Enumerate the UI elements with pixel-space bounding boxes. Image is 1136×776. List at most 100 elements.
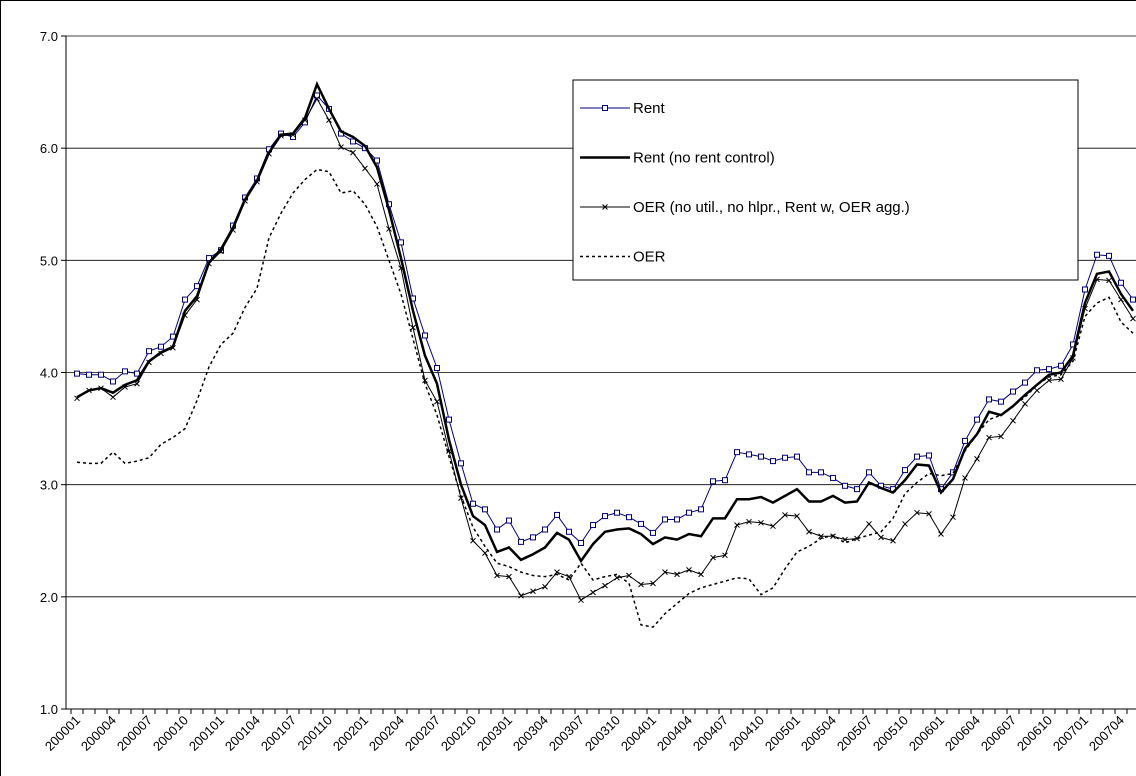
marker bbox=[158, 350, 164, 357]
x-tick-label: 200607 bbox=[978, 713, 1019, 754]
marker bbox=[614, 509, 620, 516]
y-tick-label: 3.0 bbox=[40, 478, 58, 493]
marker bbox=[770, 523, 776, 530]
marker bbox=[854, 535, 860, 542]
marker bbox=[842, 482, 848, 489]
x-tick-label: 200404 bbox=[654, 713, 695, 754]
marker bbox=[386, 226, 392, 232]
marker bbox=[710, 478, 716, 485]
marker bbox=[650, 580, 656, 587]
marker bbox=[746, 518, 752, 525]
x-tick-label: 200201 bbox=[330, 713, 371, 754]
marker bbox=[74, 395, 80, 402]
marker bbox=[506, 517, 512, 524]
marker bbox=[974, 416, 980, 423]
marker bbox=[374, 181, 380, 187]
marker bbox=[1010, 388, 1016, 395]
marker bbox=[254, 178, 260, 185]
marker bbox=[194, 296, 200, 303]
marker bbox=[662, 569, 668, 576]
marker bbox=[674, 516, 680, 523]
marker bbox=[986, 434, 992, 441]
marker bbox=[470, 537, 476, 544]
marker bbox=[590, 589, 596, 596]
marker bbox=[182, 312, 188, 319]
marker bbox=[1082, 286, 1088, 293]
marker bbox=[998, 398, 1004, 405]
marker bbox=[518, 592, 524, 599]
marker bbox=[1130, 296, 1136, 303]
marker bbox=[926, 452, 932, 459]
marker bbox=[542, 526, 548, 533]
x-tick-label: 200704 bbox=[1086, 713, 1127, 754]
x-tick-label: 200501 bbox=[762, 713, 803, 754]
x-tick-label: 200310 bbox=[582, 713, 623, 754]
marker bbox=[446, 416, 452, 423]
marker bbox=[770, 458, 776, 465]
marker bbox=[110, 378, 116, 385]
y-tick-label: 4.0 bbox=[40, 366, 58, 381]
marker bbox=[854, 486, 860, 493]
marker bbox=[866, 469, 872, 476]
marker bbox=[422, 377, 428, 384]
x-tick-label: 200510 bbox=[870, 713, 911, 754]
marker bbox=[338, 144, 344, 150]
x-tick-label: 200110 bbox=[295, 713, 336, 754]
marker bbox=[326, 117, 332, 123]
y-tick-label: 5.0 bbox=[40, 253, 58, 268]
marker bbox=[110, 394, 116, 401]
marker bbox=[86, 387, 92, 394]
marker bbox=[554, 511, 560, 518]
marker bbox=[962, 437, 968, 444]
marker bbox=[698, 571, 704, 578]
x-tick-label: 200004 bbox=[78, 713, 119, 754]
marker bbox=[758, 519, 764, 526]
marker bbox=[470, 500, 476, 507]
marker bbox=[914, 453, 920, 460]
marker bbox=[902, 467, 908, 474]
x-tick-label: 200410 bbox=[726, 713, 767, 754]
marker bbox=[686, 567, 692, 573]
x-tick-label: 200001 bbox=[42, 713, 83, 754]
marker bbox=[134, 370, 140, 377]
x-tick-label: 200504 bbox=[798, 713, 839, 754]
marker bbox=[230, 227, 236, 233]
marker bbox=[986, 396, 992, 403]
marker bbox=[830, 533, 836, 540]
marker bbox=[710, 554, 716, 561]
marker bbox=[818, 469, 824, 476]
legend-label: OER bbox=[633, 249, 666, 266]
marker bbox=[554, 569, 560, 576]
marker bbox=[914, 509, 920, 516]
marker bbox=[722, 552, 728, 559]
marker bbox=[170, 344, 176, 351]
marker bbox=[542, 583, 548, 590]
marker bbox=[794, 453, 800, 460]
legend-marker bbox=[602, 204, 608, 210]
x-tick-label: 200301 bbox=[474, 713, 515, 754]
marker bbox=[398, 239, 404, 246]
marker bbox=[302, 117, 308, 123]
marker bbox=[398, 265, 404, 272]
legend-label: Rent bbox=[633, 100, 666, 117]
x-tick-label: 200701 bbox=[1050, 713, 1091, 754]
y-tick-label: 7.0 bbox=[40, 29, 58, 44]
legend: Rent Rent (no rent control) OER (no util.,… bbox=[572, 79, 1079, 281]
x-tick-label: 200604 bbox=[942, 713, 983, 754]
marker bbox=[650, 529, 656, 536]
marker bbox=[218, 248, 224, 255]
marker bbox=[818, 533, 824, 540]
marker bbox=[422, 332, 428, 339]
marker bbox=[134, 380, 140, 387]
marker bbox=[758, 453, 764, 460]
marker bbox=[1034, 387, 1040, 394]
marker bbox=[806, 469, 812, 476]
marker bbox=[686, 509, 692, 516]
marker bbox=[1058, 362, 1064, 369]
marker bbox=[614, 574, 620, 581]
marker bbox=[638, 581, 644, 588]
series-line bbox=[76, 81, 1135, 564]
marker bbox=[1022, 379, 1028, 386]
marker bbox=[434, 398, 440, 405]
marker bbox=[938, 531, 944, 537]
